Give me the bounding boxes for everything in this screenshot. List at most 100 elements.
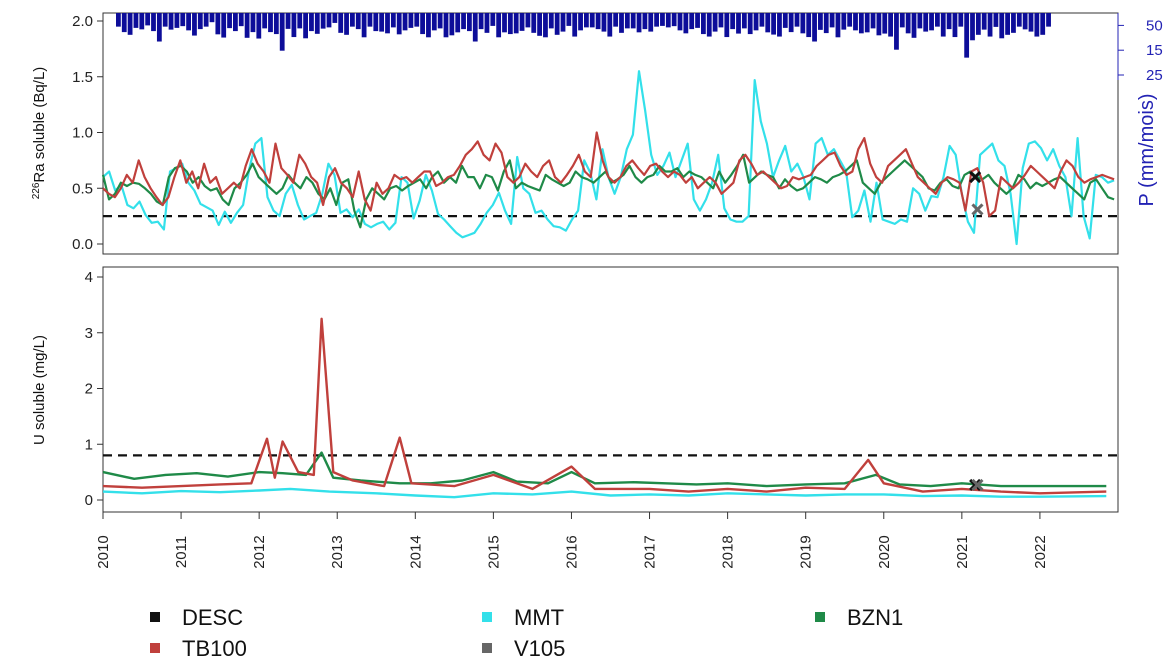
y-tick-label: 1.5 <box>72 69 93 86</box>
precip-bar <box>1028 13 1034 32</box>
precip-bar <box>648 13 654 32</box>
precip-bar <box>601 13 607 32</box>
y-tick-label: 3 <box>85 325 93 342</box>
precip-bar <box>759 13 765 27</box>
precip-bar <box>379 13 385 32</box>
precip-bar <box>303 13 308 39</box>
legend-swatch <box>150 643 160 653</box>
precip-bar <box>507 13 513 35</box>
precip-bar <box>350 13 355 27</box>
radium-panel: 50 150 250 P (mm/mois) 0.0 0.5 1.0 1.5 2.0 226Ra … <box>31 12 1163 255</box>
precip-bar <box>589 13 595 28</box>
precip-bar <box>203 13 209 27</box>
precip-bar <box>461 13 466 30</box>
precip-bar <box>695 13 700 28</box>
precip-bar <box>566 13 572 26</box>
precip-bar <box>531 13 537 33</box>
precip-bar <box>864 13 870 33</box>
precip-bar <box>426 13 431 38</box>
y-tick-label: 4 <box>85 269 93 286</box>
precip-bar <box>636 13 642 33</box>
precip-bar <box>197 13 203 30</box>
precip-bar <box>771 13 776 35</box>
legend-item-mmt: MMT <box>482 605 564 630</box>
precip-bar <box>794 13 800 27</box>
precip-bar <box>156 13 162 42</box>
legend-swatch <box>150 612 160 622</box>
precip-bar <box>946 13 952 30</box>
precip-bar <box>718 13 724 28</box>
precip-bar <box>145 13 151 26</box>
marker-stroke <box>971 478 984 492</box>
precip-bar <box>449 13 455 36</box>
precip-bar <box>1040 13 1046 35</box>
marker-stroke <box>969 478 982 492</box>
precip-bar <box>730 13 736 30</box>
precip-bar <box>332 13 338 23</box>
precip-bar <box>987 13 993 37</box>
precip-bar <box>595 13 601 30</box>
precip-bar <box>192 13 197 36</box>
precip-bar <box>870 13 876 29</box>
x-tick-label: 2012 <box>251 535 268 568</box>
precip-bar <box>964 13 970 58</box>
precip-bar <box>578 13 583 31</box>
precip-bar <box>484 13 490 33</box>
precip-bar <box>554 13 560 35</box>
precip-bar <box>215 13 221 35</box>
precip-bar <box>584 13 589 28</box>
precip-bar <box>174 13 180 28</box>
y-tick-label: 2 <box>85 381 93 398</box>
precip-bar <box>256 13 262 39</box>
precip-bar <box>970 13 975 41</box>
precip-bar <box>320 13 326 29</box>
precip-bar <box>373 13 379 32</box>
x-tick-label: 2021 <box>954 535 971 568</box>
precip-bar <box>390 13 396 28</box>
precip-bar <box>238 13 244 27</box>
bottom-panel-frame <box>102 266 1119 513</box>
precip-bar <box>496 13 502 38</box>
precip-bar <box>1016 13 1022 27</box>
x-tick-label: 2013 <box>329 535 346 568</box>
legend-label: MMT <box>514 605 564 630</box>
precip-bar <box>905 13 911 34</box>
x-tick-label: 2011 <box>173 536 190 568</box>
precip-bar <box>250 13 256 33</box>
precip-bar <box>712 13 718 32</box>
precip-bar <box>624 13 630 29</box>
y-tick-label: 0.5 <box>72 180 93 197</box>
precip-bar <box>765 13 771 33</box>
legend: DESC MMT BZN1 TB100 V105 <box>150 605 903 661</box>
precip-bar <box>806 13 812 38</box>
precip-bar <box>823 13 829 34</box>
precip-bar <box>139 13 145 30</box>
precip-bar <box>291 13 297 38</box>
x-tick-label: 2016 <box>563 535 580 568</box>
precip-bar <box>402 13 408 31</box>
precip-bar <box>999 13 1005 39</box>
precip-bar <box>894 13 899 50</box>
precip-bar <box>121 13 127 33</box>
precip-bar <box>911 13 917 38</box>
precip-bar <box>297 13 303 29</box>
precip-bar <box>133 13 139 28</box>
y-axis-label-superscript: 226 <box>31 182 42 199</box>
precip-bar <box>467 13 472 32</box>
precip-bar <box>244 13 250 38</box>
legend-swatch <box>815 612 825 622</box>
series-line-tb100 <box>102 317 1107 495</box>
precip-bar <box>642 13 648 30</box>
legend-item-v105: V105 <box>482 636 565 661</box>
y-axis-label: 226Ra soluble (Bq/L) <box>31 67 49 200</box>
precip-bar <box>162 13 168 27</box>
precip-bar <box>683 13 689 34</box>
precip-bar <box>186 13 191 31</box>
precip-bar <box>706 13 712 37</box>
precip-bar <box>753 13 759 31</box>
x-tick-label: 2017 <box>642 535 659 568</box>
legend-swatch <box>482 643 492 653</box>
y-tick-label: 2.0 <box>72 13 93 30</box>
precip-tick-label: 250 <box>1146 67 1163 84</box>
legend-label: V105 <box>514 636 565 661</box>
